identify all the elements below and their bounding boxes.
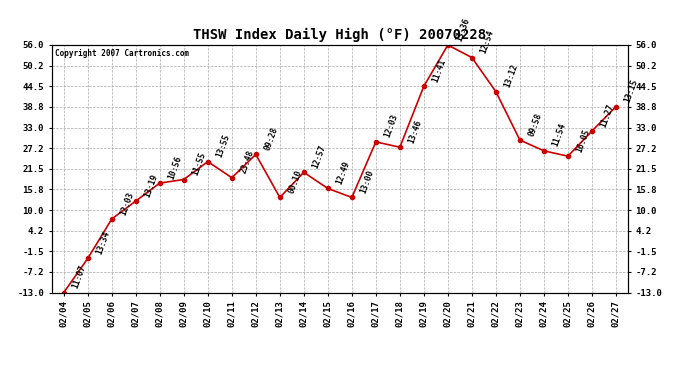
Text: 13:00: 13:00 — [359, 169, 375, 195]
Text: 12:54: 12:54 — [479, 29, 495, 55]
Text: 10:56: 10:56 — [167, 154, 184, 180]
Text: 12:03: 12:03 — [119, 190, 135, 216]
Text: Copyright 2007 Cartronics.com: Copyright 2007 Cartronics.com — [55, 49, 189, 58]
Text: 12:03: 12:03 — [383, 113, 400, 139]
Title: THSW Index Daily High (°F) 20070228: THSW Index Daily High (°F) 20070228 — [193, 28, 486, 42]
Text: 11:07: 11:07 — [70, 264, 88, 290]
Text: 11:27: 11:27 — [599, 102, 615, 128]
Text: 23:48: 23:48 — [239, 149, 255, 175]
Text: 11:54: 11:54 — [551, 122, 568, 148]
Text: 09:58: 09:58 — [527, 111, 544, 137]
Text: 00:10: 00:10 — [287, 169, 304, 195]
Text: 13:15: 13:15 — [623, 78, 640, 104]
Text: 11:41: 11:41 — [431, 57, 448, 84]
Text: 13:19: 13:19 — [143, 172, 159, 198]
Text: 12:57: 12:57 — [310, 144, 328, 170]
Text: 13:34: 13:34 — [95, 230, 112, 256]
Text: 13:55: 13:55 — [215, 133, 232, 159]
Text: 16:05: 16:05 — [575, 128, 591, 153]
Text: 13:36: 13:36 — [455, 16, 471, 42]
Text: 09:28: 09:28 — [263, 126, 279, 152]
Text: 13:12: 13:12 — [503, 63, 520, 89]
Text: 13:46: 13:46 — [407, 118, 424, 144]
Text: 12:49: 12:49 — [335, 160, 352, 186]
Text: 11:55: 11:55 — [190, 151, 208, 177]
